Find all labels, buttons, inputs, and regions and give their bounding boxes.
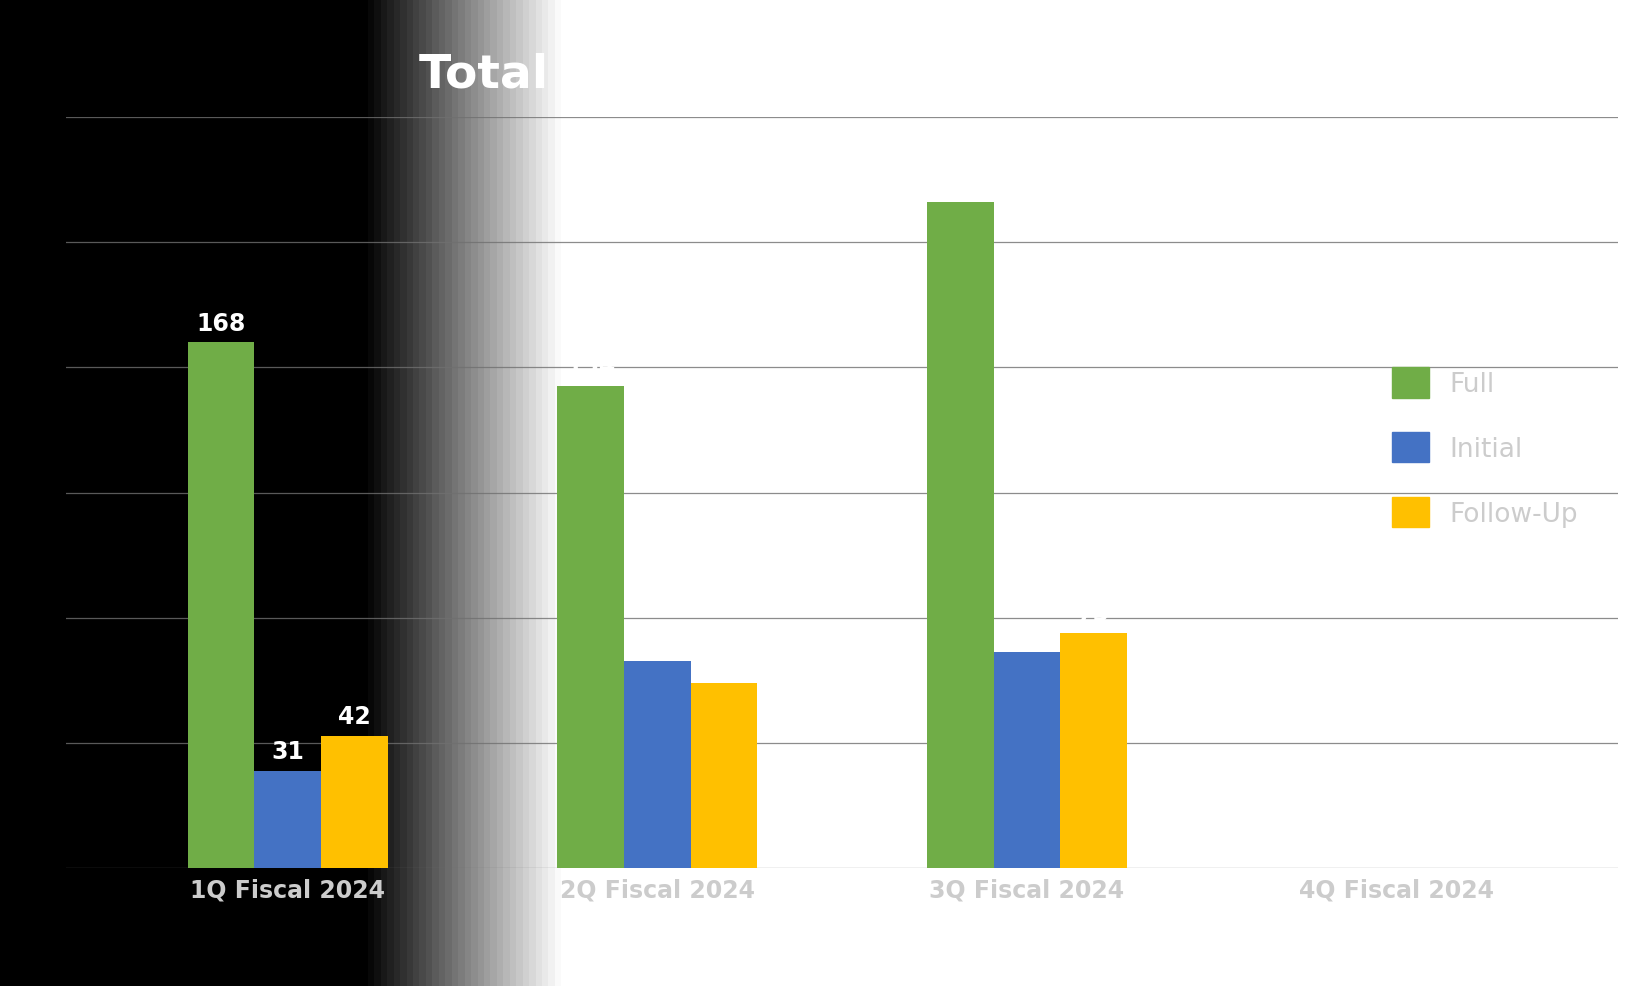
Bar (690, 683, 758, 868)
Bar (558, 387, 624, 868)
Text: 31: 31 (271, 740, 304, 763)
Text: 75: 75 (1076, 601, 1109, 626)
Text: 154: 154 (566, 355, 616, 379)
Bar (1060, 633, 1126, 868)
Bar (320, 737, 388, 868)
Text: 213: 213 (936, 171, 986, 195)
Bar (624, 662, 690, 868)
Text: 168: 168 (196, 312, 246, 335)
Text: 59: 59 (707, 652, 740, 675)
Text: 42: 42 (338, 705, 370, 729)
Bar (994, 653, 1060, 868)
Title: Total Incident Reports Received: Total Incident Reports Received (419, 53, 1265, 98)
Bar (254, 771, 320, 868)
Text: 69: 69 (1010, 620, 1043, 645)
Legend: Full, Initial, Follow-Up: Full, Initial, Follow-Up (1365, 341, 1605, 554)
Bar (188, 343, 254, 868)
Text: 66: 66 (641, 630, 674, 654)
Bar (926, 203, 994, 868)
